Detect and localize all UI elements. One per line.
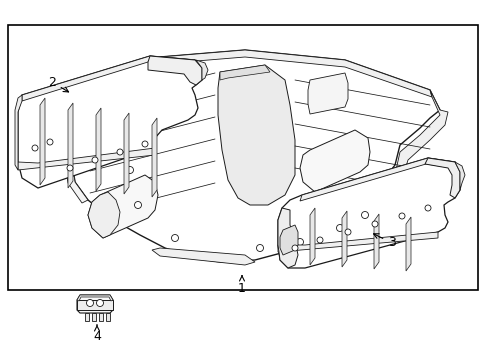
Polygon shape [22,56,202,101]
Circle shape [47,139,53,145]
Circle shape [256,244,263,252]
Circle shape [345,229,350,235]
Polygon shape [72,50,439,262]
Circle shape [117,149,123,155]
Polygon shape [124,113,129,194]
Bar [8,25,477,290]
Polygon shape [150,82,187,124]
Circle shape [296,238,303,246]
Polygon shape [88,192,120,238]
Polygon shape [148,56,202,85]
Polygon shape [278,158,459,268]
Polygon shape [40,98,45,185]
Polygon shape [15,95,22,170]
Polygon shape [299,158,459,201]
Polygon shape [77,295,113,313]
Polygon shape [424,158,459,198]
Text: 2: 2 [48,76,68,92]
Circle shape [336,225,343,231]
Polygon shape [99,313,103,321]
Circle shape [92,157,98,163]
Circle shape [142,141,148,147]
Polygon shape [299,130,369,192]
Polygon shape [373,214,378,269]
Polygon shape [278,232,437,252]
Polygon shape [18,56,202,188]
Polygon shape [85,313,89,321]
Circle shape [371,221,377,227]
Circle shape [126,166,133,174]
Circle shape [424,205,430,211]
Polygon shape [152,118,157,197]
Polygon shape [196,60,207,80]
Polygon shape [354,90,447,218]
Circle shape [32,145,38,151]
Circle shape [171,234,178,242]
Circle shape [134,202,141,208]
Polygon shape [309,208,314,265]
Text: 3: 3 [373,234,395,249]
Text: 1: 1 [238,276,245,294]
Polygon shape [341,211,346,267]
Polygon shape [96,108,101,191]
Polygon shape [307,73,347,114]
Polygon shape [88,50,431,97]
Circle shape [316,237,323,243]
Circle shape [86,300,93,306]
Polygon shape [92,313,96,321]
Circle shape [361,211,368,219]
Polygon shape [77,295,113,301]
Circle shape [67,165,73,171]
Polygon shape [68,103,73,188]
Circle shape [291,245,297,251]
Polygon shape [65,85,89,203]
Circle shape [96,300,103,306]
Polygon shape [152,248,254,265]
Polygon shape [278,208,297,268]
Polygon shape [88,175,158,238]
Polygon shape [218,65,294,205]
Polygon shape [77,300,113,310]
Polygon shape [454,162,464,190]
Polygon shape [220,65,269,80]
Polygon shape [280,225,297,255]
Text: 4: 4 [93,325,101,343]
Polygon shape [405,217,410,271]
Polygon shape [18,148,155,170]
Polygon shape [106,313,110,321]
Circle shape [398,213,404,219]
